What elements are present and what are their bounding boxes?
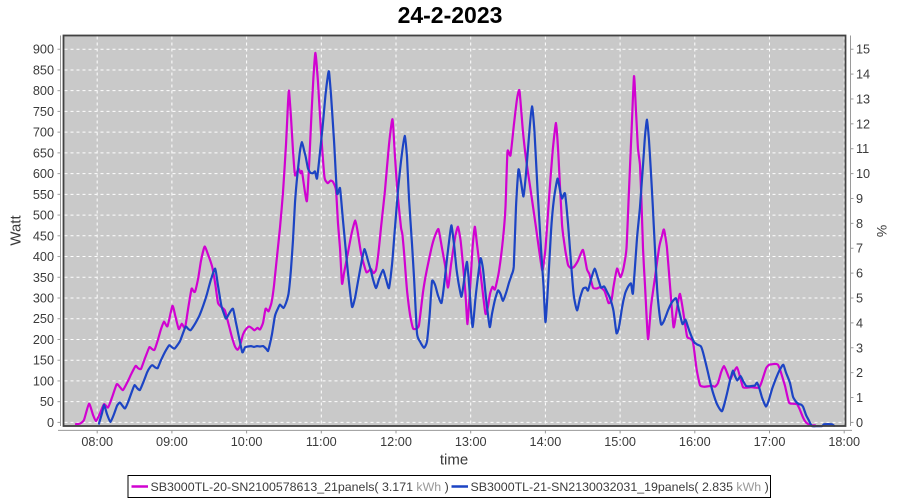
svg-text:14:00: 14:00: [530, 435, 562, 449]
svg-text:9: 9: [856, 192, 863, 206]
svg-text:10: 10: [856, 167, 870, 181]
svg-text:17:00: 17:00: [754, 435, 786, 449]
svg-text:850: 850: [33, 63, 54, 77]
svg-text:14: 14: [856, 68, 870, 82]
svg-text:2: 2: [856, 366, 863, 380]
svg-text:%: %: [874, 225, 890, 237]
svg-text:15:00: 15:00: [604, 435, 636, 449]
svg-text:100: 100: [33, 374, 54, 388]
svg-text:16:00: 16:00: [679, 435, 711, 449]
svg-text:700: 700: [33, 126, 54, 140]
svg-text:400: 400: [33, 250, 54, 264]
svg-text:250: 250: [33, 312, 54, 326]
svg-text:550: 550: [33, 188, 54, 202]
svg-text:600: 600: [33, 167, 54, 181]
svg-text:0: 0: [856, 416, 863, 430]
svg-text:Watt: Watt: [8, 215, 25, 246]
svg-text:7: 7: [856, 242, 863, 256]
svg-text:750: 750: [33, 105, 54, 119]
svg-text:12: 12: [856, 117, 870, 131]
svg-text:50: 50: [40, 395, 54, 409]
svg-text:500: 500: [33, 209, 54, 223]
svg-text:SB3000TL-21-SN2130032031_19pan: SB3000TL-21-SN2130032031_19panels( 2.835…: [471, 480, 769, 494]
svg-text:08:00: 08:00: [81, 435, 113, 449]
svg-text:time: time: [440, 452, 468, 469]
svg-text:12:00: 12:00: [380, 435, 412, 449]
svg-text:0: 0: [47, 416, 54, 430]
svg-text:1: 1: [856, 391, 863, 405]
svg-text:5: 5: [856, 292, 863, 306]
svg-text:350: 350: [33, 271, 54, 285]
svg-text:11:00: 11:00: [306, 435, 337, 449]
svg-text:800: 800: [33, 84, 54, 98]
svg-text:SB3000TL-20-SN2100578613_21pan: SB3000TL-20-SN2100578613_21panels( 3.171…: [151, 480, 449, 494]
svg-text:650: 650: [33, 146, 54, 160]
svg-text:11: 11: [856, 142, 869, 156]
svg-text:10:00: 10:00: [231, 435, 263, 449]
svg-text:450: 450: [33, 229, 54, 243]
svg-text:13: 13: [856, 93, 870, 107]
svg-text:200: 200: [33, 333, 54, 347]
svg-text:24-2-2023: 24-2-2023: [398, 2, 503, 28]
svg-text:6: 6: [856, 267, 863, 281]
svg-text:8: 8: [856, 217, 863, 231]
svg-text:18:00: 18:00: [828, 435, 860, 449]
svg-text:13:00: 13:00: [455, 435, 487, 449]
svg-text:150: 150: [33, 354, 54, 368]
svg-text:3: 3: [856, 341, 863, 355]
svg-text:15: 15: [856, 43, 870, 57]
svg-text:900: 900: [33, 43, 54, 57]
svg-text:4: 4: [856, 316, 863, 330]
svg-text:300: 300: [33, 292, 54, 306]
svg-text:09:00: 09:00: [156, 435, 188, 449]
